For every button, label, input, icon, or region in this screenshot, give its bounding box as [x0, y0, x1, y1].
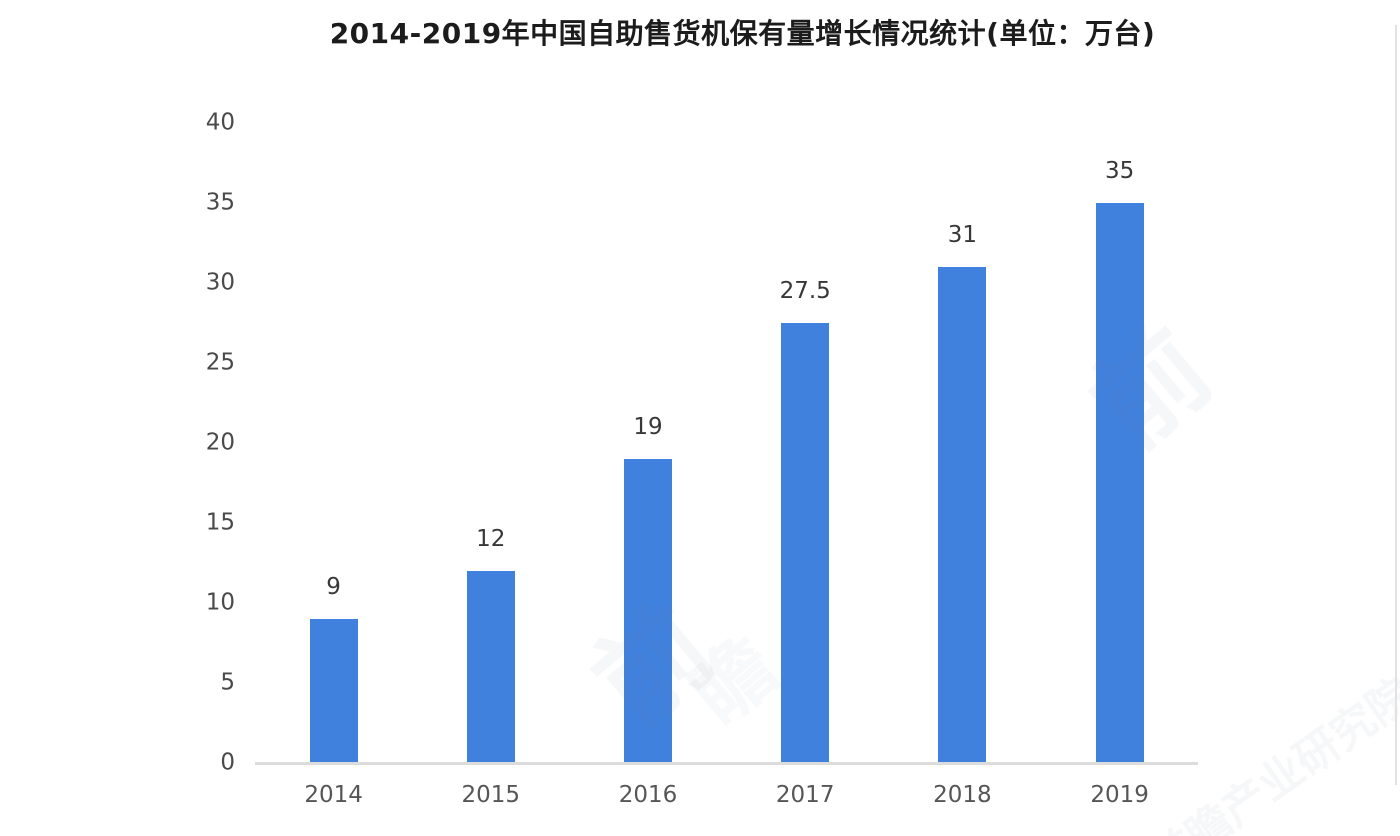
y-axis-tick-label: 15	[205, 509, 235, 536]
y-axis-tick-label: 0	[220, 749, 235, 776]
watermark-text: 前	[1068, 303, 1235, 473]
x-axis-label: 2017	[775, 782, 835, 808]
y-axis-tick-label: 10	[205, 589, 235, 616]
image-edge-line	[1395, 25, 1397, 785]
watermark-text: 瞻	[662, 606, 798, 746]
x-axis-label: 2016	[618, 782, 678, 808]
x-axis-label: 2018	[933, 782, 992, 808]
bar-value-label: 35	[1104, 158, 1135, 184]
y-axis-tick-label: 25	[205, 349, 235, 376]
bar	[309, 619, 358, 763]
bar-value-label: 9	[326, 574, 341, 600]
bar	[1095, 203, 1144, 763]
x-axis-label: 2015	[461, 782, 521, 808]
y-axis-tick-label: 30	[205, 269, 235, 296]
bar	[624, 459, 672, 763]
bar-value-label: 19	[633, 414, 663, 440]
y-axis-tick-label: 20	[205, 429, 235, 456]
y-axis-tick-label: 5	[220, 669, 235, 696]
bar-value-label: 12	[476, 526, 506, 552]
bar	[466, 571, 515, 763]
y-axis-tick-label: 35	[205, 189, 235, 216]
chart-title: 2014-2019年中国自助售货机保有量增长情况统计(单位：万台)	[329, 17, 1156, 50]
bar	[938, 267, 987, 763]
y-axis-tick-label: 40	[205, 109, 235, 136]
bar-value-label: 27.5	[779, 278, 831, 304]
x-axis-label: 2019	[1090, 782, 1149, 808]
watermark-text: 前瞻产业研究院	[1140, 668, 1400, 836]
x-axis-label: 2014	[304, 782, 363, 808]
bar	[781, 323, 830, 763]
x-axis-line	[255, 762, 1198, 765]
bar-value-label: 31	[947, 222, 978, 248]
